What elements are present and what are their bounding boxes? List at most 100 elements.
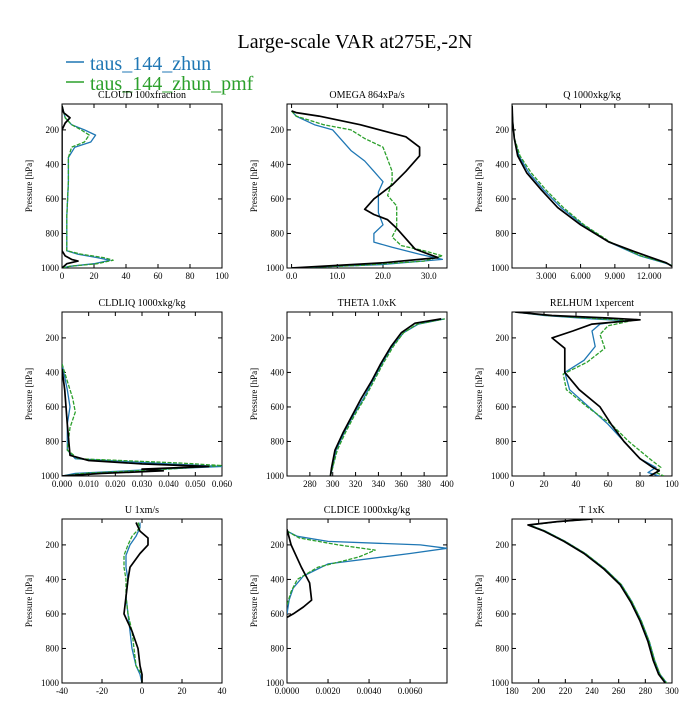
y-axis-label: Pressure [hPa] [24, 160, 34, 212]
figure-title: Large-scale VAR at275E,-2N [238, 31, 473, 53]
panel-title: CLDICE 1000xkg/kg [324, 505, 410, 516]
y-tick-label: 600 [496, 402, 510, 412]
y-tick-label: 1000 [41, 471, 60, 481]
y-axis-label: Pressure [hPa] [24, 575, 34, 627]
x-tick-label: 80 [186, 271, 196, 281]
x-tick-label: 360 [395, 479, 409, 489]
x-tick-label: 0 [140, 686, 145, 696]
y-tick-label: 400 [496, 159, 510, 169]
x-tick-label: 60 [154, 271, 164, 281]
x-tick-label: 40 [122, 271, 132, 281]
y-tick-label: 800 [46, 643, 60, 653]
x-tick-label: 0.000 [52, 479, 73, 489]
y-axis-label: Pressure [hPa] [249, 160, 259, 212]
y-tick-label: 800 [46, 228, 60, 238]
y-axis-label: Pressure [hPa] [249, 368, 259, 420]
y-tick-label: 1000 [266, 263, 285, 273]
panel-title: U 1xm/s [125, 505, 159, 516]
plot-frame [511, 518, 673, 684]
plot-frame [511, 103, 673, 269]
series-line-reference [512, 105, 672, 268]
x-tick-label: 280 [303, 479, 317, 489]
y-tick-label: 200 [271, 540, 285, 550]
panel-title: RELHUM 1xpercent [550, 298, 634, 309]
panel-8: CLDICE 1000xkg/kg Pressure [hPa] 200 400 600… [249, 505, 448, 696]
panel-5: THETA 1.0xK Pressure [hPa] 200 400 600 800 100… [249, 298, 454, 489]
panel-4: CLDLIQ 1000xkg/kg Pressure [hPa] 200 400 600… [24, 298, 233, 489]
y-tick-label: 800 [271, 643, 285, 653]
y-tick-label: 200 [496, 540, 510, 550]
x-tick-label: 320 [349, 479, 363, 489]
x-tick-label: 0.0040 [357, 686, 382, 696]
y-tick-label: 800 [271, 228, 285, 238]
y-tick-label: 400 [46, 159, 60, 169]
series-line-taus_144_zhun_pmf [287, 530, 376, 606]
x-tick-label: 30.0 [421, 271, 437, 281]
y-tick-label: 400 [46, 367, 60, 377]
x-tick-label: 0.050 [185, 479, 206, 489]
series-line-reference [527, 519, 666, 683]
series-line-reference [291, 110, 439, 268]
x-tick-label: 0 [510, 479, 515, 489]
series-line-reference [287, 529, 313, 619]
x-tick-label: 280 [639, 686, 653, 696]
y-tick-label: 1000 [491, 263, 510, 273]
series-line-taus_144_zhun [62, 105, 111, 268]
x-tick-label: 0.030 [132, 479, 153, 489]
x-tick-label: 100 [665, 479, 679, 489]
x-tick-label: 0.010 [79, 479, 100, 489]
y-tick-label: 400 [271, 574, 285, 584]
x-tick-label: -20 [96, 686, 108, 696]
y-axis-label: Pressure [hPa] [24, 368, 34, 420]
panel-title: OMEGA 864xPa/s [329, 90, 404, 101]
x-tick-label: 100 [215, 271, 229, 281]
legend-label-2: taus_144_zhun_pmf [90, 73, 254, 95]
x-tick-label: 200 [532, 686, 546, 696]
legend: taus_144_zhun taus_144_zhun_pmf [66, 53, 254, 95]
series-line-taus_144_zhun [291, 110, 444, 268]
x-tick-label: 20.0 [375, 271, 391, 281]
x-tick-label: 0.020 [105, 479, 126, 489]
y-tick-label: 200 [46, 125, 60, 135]
x-tick-label: 12.000 [637, 271, 662, 281]
panel-title: CLOUD 100xfraction [98, 90, 186, 101]
y-tick-label: 1000 [41, 678, 60, 688]
x-tick-label: 300 [326, 479, 340, 489]
y-axis-label: Pressure [hPa] [474, 160, 484, 212]
panel-3: Q 1000xkg/kg Pressure [hPa] 200 400 600 800 10… [474, 90, 673, 281]
y-tick-label: 600 [46, 402, 60, 412]
x-tick-label: 0.040 [159, 479, 180, 489]
series-line-taus_144_zhun_pmf [123, 522, 143, 683]
y-tick-label: 1000 [266, 471, 285, 481]
y-tick-label: 600 [46, 194, 60, 204]
series-line-reference [515, 312, 661, 476]
y-tick-label: 200 [271, 125, 285, 135]
x-tick-label: 0.0020 [316, 686, 341, 696]
x-tick-label: 220 [559, 686, 573, 696]
y-tick-label: 800 [271, 436, 285, 446]
y-tick-label: 200 [46, 333, 60, 343]
series-line-taus_144_zhun [515, 312, 660, 476]
y-tick-label: 400 [271, 367, 285, 377]
series-line-reference [62, 368, 210, 476]
series-line-taus_144_zhun [528, 519, 668, 683]
x-tick-label: 40 [572, 479, 582, 489]
panel-title: T 1xK [579, 505, 605, 516]
y-tick-label: 400 [46, 574, 60, 584]
panel-title: THETA 1.0xK [338, 298, 397, 309]
y-tick-label: 1000 [41, 263, 60, 273]
x-tick-label: 260 [612, 686, 626, 696]
series-line-taus_144_zhun_pmf [329, 318, 445, 476]
y-tick-label: 800 [46, 436, 60, 446]
plot-frame [286, 311, 448, 477]
series-line-taus_144_zhun [512, 105, 672, 267]
series-line-taus_144_zhun_pmf [512, 105, 672, 267]
x-tick-label: 40 [218, 686, 228, 696]
x-tick-label: 0.0000 [275, 686, 300, 696]
panel-2: OMEGA 864xPa/s Pressure [hPa] 200 400 600 800… [249, 90, 448, 281]
x-tick-label: 380 [417, 479, 431, 489]
plot-frame [286, 518, 448, 684]
